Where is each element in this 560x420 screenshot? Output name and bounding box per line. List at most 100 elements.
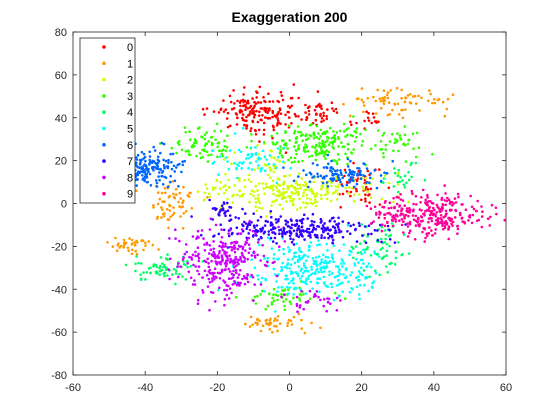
data-point	[275, 132, 279, 135]
data-point	[220, 236, 224, 239]
data-point	[161, 200, 164, 203]
data-point	[271, 240, 275, 243]
data-point	[272, 293, 275, 297]
data-point	[219, 180, 222, 184]
data-point	[396, 183, 400, 186]
data-point	[319, 217, 323, 221]
data-point	[286, 262, 290, 265]
data-point	[251, 111, 254, 115]
data-point	[218, 286, 221, 290]
data-point	[307, 245, 311, 249]
data-point	[335, 231, 338, 234]
data-point	[285, 266, 289, 270]
data-point	[383, 229, 387, 232]
data-point	[277, 219, 280, 223]
series-2	[196, 142, 414, 218]
data-point	[184, 278, 188, 281]
data-point	[246, 280, 250, 284]
data-point	[269, 210, 273, 213]
x-tick-label: -60	[65, 382, 81, 394]
data-point	[303, 238, 306, 241]
data-point	[358, 297, 362, 301]
data-point	[337, 158, 341, 161]
data-point	[356, 251, 360, 255]
data-point	[354, 227, 357, 231]
data-point	[293, 131, 296, 135]
data-point	[404, 108, 407, 111]
data-point	[296, 274, 300, 278]
data-point	[223, 288, 226, 292]
data-point	[187, 150, 191, 153]
data-point	[306, 202, 309, 205]
data-point	[327, 297, 331, 301]
data-point	[272, 126, 275, 129]
data-point	[444, 192, 447, 195]
data-point	[315, 124, 319, 128]
data-point	[315, 112, 318, 115]
data-point	[224, 210, 227, 213]
data-point	[319, 326, 322, 330]
data-point	[351, 134, 355, 138]
data-point	[370, 121, 374, 125]
data-point	[222, 158, 226, 161]
data-point	[217, 111, 221, 114]
data-point	[386, 96, 390, 100]
data-point	[199, 233, 203, 237]
data-point	[385, 254, 388, 257]
data-point	[248, 113, 252, 116]
data-point	[272, 299, 276, 303]
data-point	[241, 98, 245, 102]
data-point	[392, 196, 395, 200]
data-point	[302, 169, 305, 172]
data-point	[343, 168, 347, 172]
data-point	[320, 270, 324, 274]
data-point	[152, 264, 155, 268]
data-point	[139, 170, 143, 173]
data-point	[329, 302, 332, 306]
data-point	[256, 167, 260, 170]
data-point	[322, 154, 326, 158]
x-tick-label: 60	[500, 382, 512, 394]
data-point	[315, 264, 319, 267]
data-point	[380, 240, 383, 244]
data-point	[325, 130, 329, 133]
data-point	[300, 274, 304, 278]
data-point	[263, 257, 266, 260]
data-point	[318, 144, 321, 147]
data-point	[267, 230, 271, 233]
data-point	[266, 236, 270, 239]
data-point	[362, 188, 366, 191]
data-point	[331, 253, 334, 256]
data-point	[236, 116, 239, 120]
data-point	[363, 119, 366, 123]
data-point	[359, 173, 363, 177]
data-point	[265, 158, 268, 161]
data-point	[283, 143, 286, 146]
data-point	[319, 128, 323, 132]
data-point	[226, 197, 229, 201]
data-point	[243, 86, 246, 89]
data-point	[324, 152, 327, 156]
data-point	[421, 230, 424, 234]
data-point	[198, 126, 201, 129]
data-point	[412, 208, 415, 211]
data-point	[411, 214, 415, 217]
data-point	[301, 218, 304, 221]
data-point	[184, 210, 188, 213]
data-point	[221, 208, 225, 212]
data-point	[315, 269, 318, 272]
data-point	[327, 136, 330, 139]
data-point	[253, 226, 256, 229]
data-point	[293, 129, 297, 133]
data-point	[324, 193, 327, 196]
data-point	[309, 224, 312, 227]
data-point	[378, 168, 381, 171]
data-point	[383, 224, 387, 228]
data-point	[286, 225, 290, 228]
data-point	[236, 99, 239, 103]
data-point	[404, 223, 407, 226]
data-point	[339, 299, 342, 302]
data-point	[417, 146, 421, 149]
data-point	[372, 116, 376, 119]
data-point	[330, 184, 333, 188]
